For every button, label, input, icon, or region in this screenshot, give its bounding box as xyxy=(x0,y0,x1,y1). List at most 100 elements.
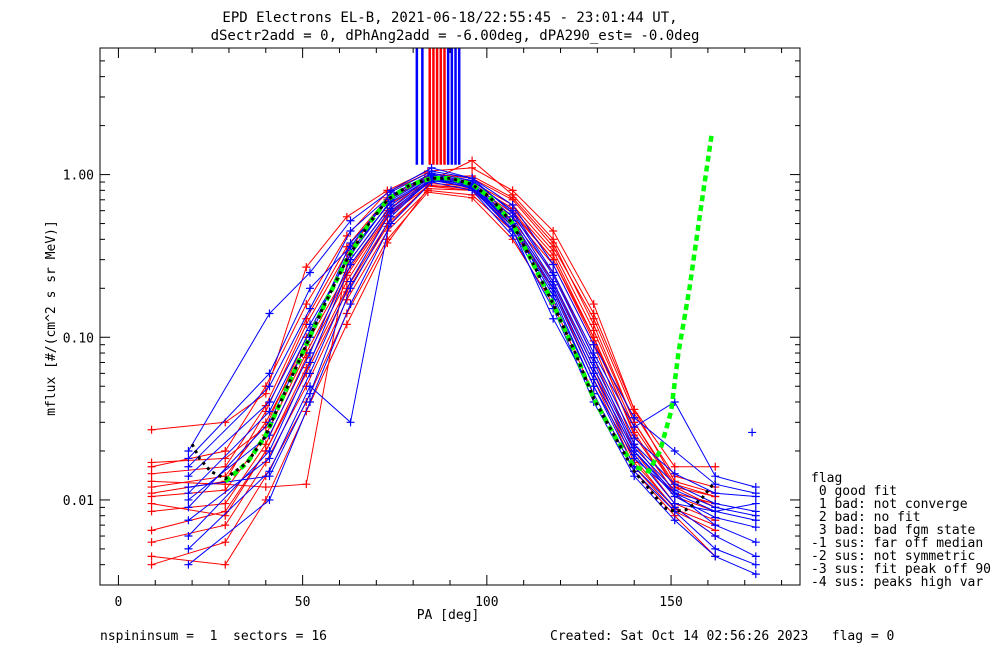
series-10-point-4 xyxy=(342,320,351,329)
series-12-point-10 xyxy=(589,320,598,329)
series-line-19 xyxy=(188,181,757,575)
legend-item-4: -1 sus: far off median xyxy=(811,536,983,551)
x-tick-label: 100 xyxy=(475,595,498,610)
series-24-point-12 xyxy=(711,513,720,522)
series-18-point-13 xyxy=(751,511,760,520)
series-20-point-1 xyxy=(265,382,274,391)
series-23-point-0 xyxy=(184,454,193,463)
series-19-point-2 xyxy=(306,397,314,406)
series-19-point-1 xyxy=(265,495,274,504)
series-21-point-13 xyxy=(751,499,760,508)
series-7-point-10 xyxy=(589,309,598,318)
series-7-point-0 xyxy=(147,458,156,467)
series-23-point-10 xyxy=(630,434,639,443)
series-24-point-13 xyxy=(751,523,760,532)
series-25-point-1 xyxy=(265,454,274,463)
series-17-point-9 xyxy=(589,340,598,349)
series-line-16 xyxy=(188,177,756,543)
y-tick-label: 0.10 xyxy=(63,331,94,346)
series-line-17 xyxy=(187,167,756,494)
series-line-22 xyxy=(188,179,757,557)
legend-item-6: -3 sus: fit peak off 90 xyxy=(811,562,991,577)
series-3-point-2 xyxy=(261,458,270,467)
series-20-point-0 xyxy=(184,462,193,471)
series-19-point-4 xyxy=(387,219,396,228)
series-5-point-1 xyxy=(221,538,230,547)
series-12-point-0 xyxy=(147,469,156,478)
series-11-point-0 xyxy=(147,492,156,501)
series-25-point-0 xyxy=(184,516,193,525)
y-tick-label: 0.01 xyxy=(63,494,94,509)
series-6-point-3 xyxy=(302,480,311,489)
series-22-point-9 xyxy=(589,382,598,391)
series-line-14 xyxy=(188,177,756,521)
series-12-point-9 xyxy=(549,238,558,247)
series-line-21 xyxy=(188,176,756,512)
series-20-point-12 xyxy=(711,472,720,481)
y-tick-label: 1.00 xyxy=(63,169,94,184)
chart-title-line1: EPD Electrons EL-B, 2021-06-18/22:55:45 … xyxy=(222,10,677,26)
chart-title-line2: dSectr2add = 0, dPhAng2add = -6.00deg, d… xyxy=(211,28,700,44)
legend-item-5: -2 sus: not symmetric xyxy=(811,549,975,564)
series-16-point-2 xyxy=(306,358,314,367)
series-12-point-8 xyxy=(508,193,517,202)
series-24-point-8 xyxy=(549,284,558,293)
series-1-point-1 xyxy=(221,446,230,455)
series-20-point-3 xyxy=(346,227,355,236)
series-line-7 xyxy=(151,159,716,494)
series-20-point-10 xyxy=(630,423,639,432)
series-20-point-11 xyxy=(670,397,679,406)
series-22-point-13 xyxy=(751,552,760,561)
series-4-point-12 xyxy=(670,462,679,471)
series-4-point-10 xyxy=(589,300,598,309)
series-line-23 xyxy=(188,170,756,497)
series-23-point-11 xyxy=(670,469,679,478)
series-9-point-0 xyxy=(147,483,156,492)
series-13-point-0 xyxy=(147,526,156,535)
series-4-point-2 xyxy=(261,389,270,398)
series-line-25 xyxy=(188,179,756,566)
series-21-point-2 xyxy=(306,349,314,358)
series-17-point-1 xyxy=(265,309,274,318)
series-5-point-7 xyxy=(468,193,477,202)
series-line-9 xyxy=(151,183,716,505)
series-25-point-2 xyxy=(306,369,314,378)
series-24-point-0 xyxy=(184,489,193,498)
series-line-13 xyxy=(151,184,716,531)
series-line-4 xyxy=(151,167,716,468)
series-21-point-0 xyxy=(184,495,193,504)
legend-item-7: -4 sus: peaks high var xyxy=(811,575,983,590)
legend-item-1: 1 bad: not converge xyxy=(811,497,968,512)
x-axis-label: PA [deg] xyxy=(417,608,480,623)
series-17-point-2 xyxy=(306,268,314,277)
series-2-point-0 xyxy=(147,507,156,516)
series-22-point-12 xyxy=(711,532,720,541)
axes-layer: 0 50 100 150 0.01 0.10 1.00 xyxy=(63,47,801,610)
series-16-point-12 xyxy=(711,521,720,530)
series-23-point-7 xyxy=(508,209,517,218)
series-4-point-13 xyxy=(711,462,720,471)
series-25-point-3 xyxy=(346,277,355,286)
series-7-point-11 xyxy=(630,405,639,414)
series-14-point-2 xyxy=(306,389,314,398)
series-20-point-13 xyxy=(751,483,760,492)
series-23-point-8 xyxy=(549,271,558,280)
series-17-point-8 xyxy=(549,260,558,269)
legend-item-0: 0 good fit xyxy=(811,484,897,499)
blue-outlier-point xyxy=(748,428,757,437)
series-2-point-1 xyxy=(221,499,230,508)
series-8-point-0 xyxy=(147,499,156,508)
series-19-point-3 xyxy=(346,300,355,309)
x-tick-label: 150 xyxy=(659,595,682,610)
series-19-point-11 xyxy=(670,516,679,525)
series-18-point-1 xyxy=(265,397,274,406)
series-22-point-0 xyxy=(184,544,193,553)
series-23-point-2 xyxy=(306,284,314,293)
series-2-point-2 xyxy=(261,440,270,449)
series-line-20 xyxy=(188,172,756,488)
series-line-3 xyxy=(151,189,716,543)
series-25-point-4 xyxy=(387,206,396,215)
series-19-point-12 xyxy=(711,552,720,561)
x-tick-label: 50 xyxy=(295,595,311,610)
